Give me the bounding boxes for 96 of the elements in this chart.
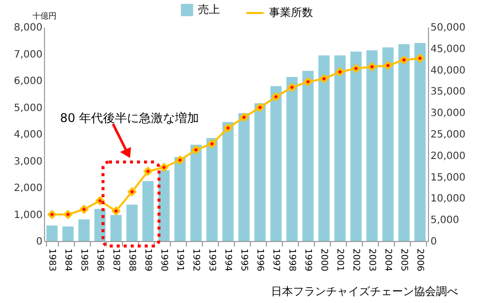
point — [208, 139, 216, 148]
x-tick-label: 2005 — [398, 248, 408, 272]
bar — [350, 52, 362, 241]
point — [416, 54, 424, 63]
bar — [318, 55, 330, 241]
x-tick-label: 2003 — [366, 248, 376, 272]
annotation: 80 年代後半に急激な増加 — [60, 111, 200, 125]
y-tick-label: 4,000 — [14, 130, 42, 140]
y2-tick-label: 20,000 — [430, 150, 466, 162]
x-tick-label: 1986 — [94, 248, 104, 272]
y2-tick-label: 50,000 — [430, 22, 466, 34]
bar — [254, 103, 266, 241]
bar — [398, 44, 410, 241]
bar — [238, 113, 250, 241]
bar — [78, 219, 90, 241]
bar — [286, 77, 298, 241]
point — [64, 210, 72, 219]
bar — [110, 215, 122, 241]
y2-tick-label: 0 — [430, 236, 437, 248]
y2-tick-label: 10,000 — [430, 194, 466, 205]
point — [160, 163, 168, 172]
x-tick-label: 1999 — [302, 248, 312, 272]
x-tick-label: 1995 — [238, 248, 248, 272]
x-tick-label: 2004 — [382, 248, 392, 272]
x-tick-label: 1993 — [206, 248, 216, 272]
x-tick-label: 1987 — [110, 248, 120, 272]
bar — [302, 70, 314, 241]
bar — [222, 122, 234, 241]
bar — [366, 50, 378, 241]
point — [224, 124, 232, 132]
x-tick-label: 1985 — [78, 248, 88, 272]
legend-label: 事業所数 — [269, 6, 313, 19]
point — [272, 92, 280, 102]
point — [128, 187, 136, 196]
point — [176, 156, 184, 164]
x-tick-label: 2000 — [318, 248, 328, 272]
x-tick-label: 2006 — [414, 248, 424, 272]
point — [256, 103, 264, 112]
y2-tick-label: 40,000 — [430, 65, 466, 76]
y2-tick-label: 30,000 — [430, 108, 466, 120]
x-tick-label: 1988 — [126, 248, 136, 272]
point — [80, 204, 88, 214]
y2-tick-label: 25,000 — [430, 130, 466, 140]
point — [400, 56, 408, 64]
bar — [158, 170, 170, 241]
bar — [190, 144, 202, 241]
x-tick-label: 1998 — [286, 248, 296, 272]
point — [336, 68, 344, 76]
point — [288, 82, 296, 92]
y2-tick-label: 45,000 — [430, 44, 466, 55]
bar — [174, 157, 186, 241]
x-tick-label: 1994 — [222, 248, 232, 272]
y2-tick-label: 5,000 — [430, 215, 460, 226]
point — [48, 210, 56, 219]
bar — [414, 43, 426, 241]
bar — [334, 55, 346, 241]
bar — [206, 138, 218, 241]
bar — [382, 47, 394, 241]
point — [368, 62, 376, 72]
x-tick-label: 1989 — [142, 248, 152, 272]
point — [192, 145, 200, 154]
y2-tick-label: 35,000 — [430, 86, 466, 98]
bar — [62, 226, 74, 241]
x-tick-label: 2002 — [350, 248, 360, 272]
x-tick-label: 1984 — [62, 248, 72, 272]
y-axis-title: 十億円 — [32, 12, 56, 20]
y-tick-label: 3,000 — [14, 156, 42, 168]
y-tick-label: 8,000 — [14, 22, 42, 34]
y2-tick-label: 15,000 — [430, 172, 466, 184]
bar — [126, 204, 138, 241]
y-tick-label: 5,000 — [14, 102, 42, 114]
bar — [270, 86, 282, 241]
point — [320, 74, 328, 84]
x-tick-label: 1997 — [270, 248, 280, 272]
y-tick-label: 7,000 — [14, 49, 42, 60]
y-tick-label: 1,000 — [14, 210, 42, 221]
x-tick-label: 1983 — [46, 248, 56, 272]
point — [384, 61, 392, 70]
point — [144, 166, 152, 176]
y-tick-label: 6,000 — [14, 76, 42, 87]
x-tick-label: 1992 — [190, 248, 200, 272]
point — [240, 112, 248, 122]
point — [96, 196, 104, 206]
text: 日本フランチャイズチェーン協会調べ — [271, 285, 458, 298]
x-tick-label: 1996 — [254, 248, 264, 272]
point — [304, 77, 312, 86]
point — [112, 206, 120, 216]
x-tick-label: 1991 — [174, 248, 184, 272]
legend-label: 売上 — [198, 3, 220, 16]
point — [352, 64, 360, 73]
y-tick-label: 0 — [36, 236, 42, 248]
bar — [142, 181, 154, 241]
bar — [46, 225, 58, 241]
x-tick-label: 1990 — [158, 248, 168, 272]
y-tick-label: 2,000 — [14, 183, 42, 194]
x-tick-label: 2001 — [334, 248, 344, 272]
